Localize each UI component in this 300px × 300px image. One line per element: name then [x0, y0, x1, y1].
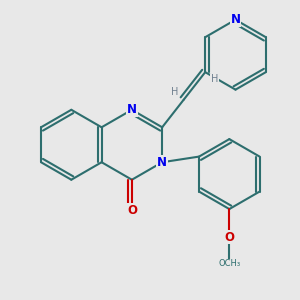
Text: OCH₃: OCH₃ — [218, 259, 240, 268]
Text: H: H — [171, 87, 178, 98]
Text: H: H — [211, 74, 218, 85]
Text: N: N — [157, 156, 167, 169]
Text: N: N — [230, 13, 241, 26]
Text: O: O — [127, 204, 137, 217]
Text: N: N — [127, 103, 137, 116]
Text: O: O — [224, 230, 234, 244]
